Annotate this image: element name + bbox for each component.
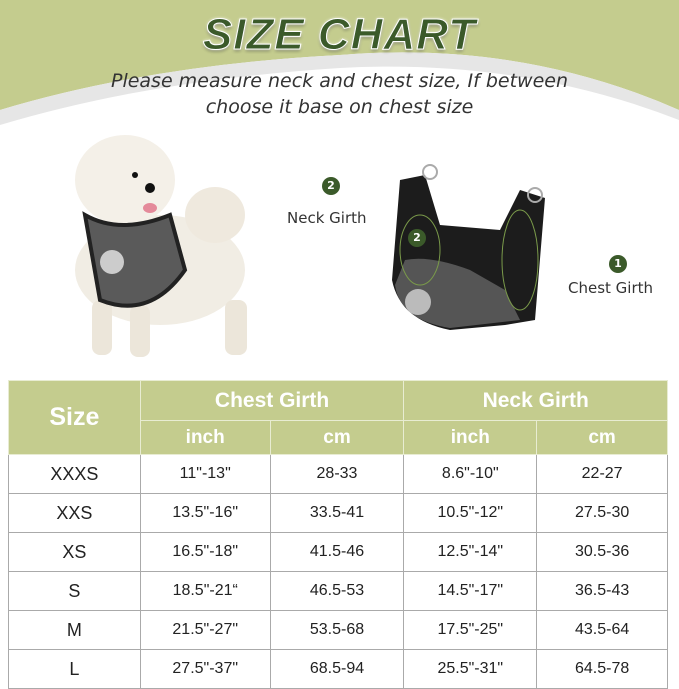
neck-cm-cell: 27.5-30 <box>536 493 668 533</box>
neck-cm-cell: 30.5-36 <box>536 532 668 572</box>
neck-girth-header: Neck Girth <box>403 380 668 421</box>
neck-inch-cell: 12.5"-14" <box>403 532 538 572</box>
neck-inch-cell: 10.5"-12" <box>403 493 538 533</box>
chest-cm-cell: 46.5-53 <box>269 571 405 611</box>
chest-cm-cell: 33.5-41 <box>269 493 405 533</box>
neck-inch-cell: 14.5"-17" <box>403 571 538 611</box>
table-row: XS 16.5"-18" 41.5-46 12.5"-14" 30.5-36 <box>8 532 668 572</box>
chest-girth-header: Chest Girth <box>139 380 405 421</box>
harness-image <box>392 164 545 330</box>
size-cell: XXS <box>8 493 141 533</box>
subtitle: Please measure neck and chest size, If b… <box>0 68 679 120</box>
page-title: SIZE CHART <box>202 10 477 60</box>
chest-inch-cell: 16.5"-18" <box>139 532 271 572</box>
chest-number-badge: 1 <box>609 255 627 273</box>
background-arc <box>0 0 679 357</box>
size-header: Size <box>8 380 141 455</box>
neck-girth-label: Neck Girth <box>287 209 367 227</box>
chest-girth-label: Chest Girth <box>568 279 654 297</box>
chest-inch-header: inch <box>139 420 271 455</box>
chest-inch-cell: 11"-13" <box>139 454 271 494</box>
chest-inch-cell: 27.5"-37" <box>139 649 271 689</box>
chest-inch-cell: 21.5"-27" <box>139 610 271 650</box>
neck-cm-cell: 36.5-43 <box>536 571 668 611</box>
chest-cm-cell: 41.5-46 <box>269 532 405 572</box>
neck-number-badge: 2 <box>322 177 340 195</box>
dog-image <box>75 135 247 357</box>
table-row: M 21.5"-27" 53.5-68 17.5"-25" 43.5-64 <box>8 610 668 650</box>
size-cell: S <box>8 571 141 611</box>
table-row: S 18.5"-21“ 46.5-53 14.5"-17" 36.5-43 <box>8 571 668 611</box>
size-cell: XS <box>8 532 141 572</box>
size-cell: M <box>8 610 141 650</box>
chest-inch-cell: 18.5"-21“ <box>139 571 271 611</box>
neck-cm-cell: 43.5-64 <box>536 610 668 650</box>
table-row: XXXS 11"-13" 28-33 8.6"-10" 22-27 <box>8 454 668 494</box>
size-cell: L <box>8 649 141 689</box>
neck-inch-cell: 8.6"-10" <box>403 454 538 494</box>
subtitle-line-1: Please measure neck and chest size, If b… <box>110 70 568 92</box>
chest-cm-cell: 53.5-68 <box>269 610 405 650</box>
neck-inch-cell: 17.5"-25" <box>403 610 538 650</box>
size-cell: XXXS <box>8 454 141 494</box>
neck-inch-header: inch <box>403 420 538 455</box>
neck-cm-cell: 22-27 <box>536 454 668 494</box>
chest-cm-header: cm <box>269 420 405 455</box>
neck-cm-header: cm <box>536 420 668 455</box>
neck-inch-cell: 25.5"-31" <box>403 649 538 689</box>
chest-cm-cell: 28-33 <box>269 454 405 494</box>
table-row: XXS 13.5"-16" 33.5-41 10.5"-12" 27.5-30 <box>8 493 668 533</box>
harness-number-badge: 2 <box>408 229 426 247</box>
size-table: Size Chest Girth Neck Girth inch cm inch… <box>8 380 668 689</box>
table-row: L 27.5"-37" 68.5-94 25.5"-31" 64.5-78 <box>8 649 668 689</box>
neck-cm-cell: 64.5-78 <box>536 649 668 689</box>
chest-inch-cell: 13.5"-16" <box>139 493 271 533</box>
subtitle-line-2: choose it base on chest size <box>205 96 474 118</box>
chest-cm-cell: 68.5-94 <box>269 649 405 689</box>
